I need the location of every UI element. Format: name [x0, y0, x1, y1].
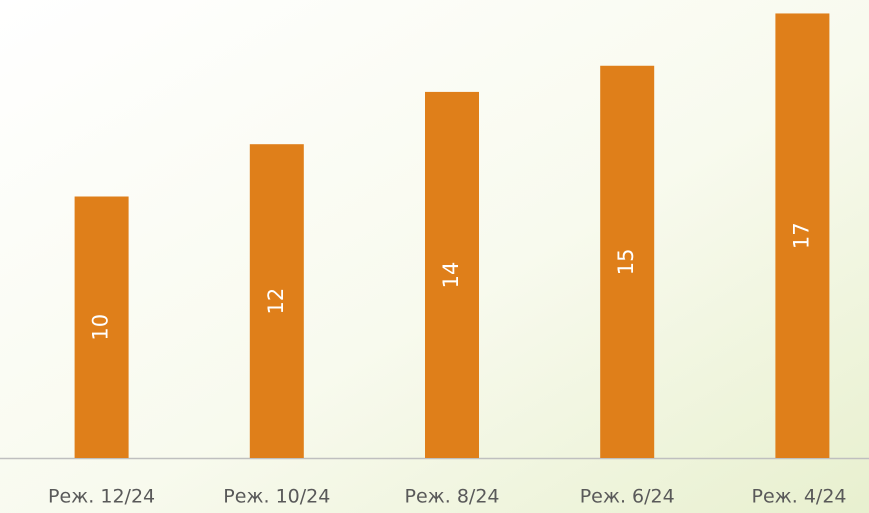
bar	[249, 144, 304, 458]
bar	[425, 91, 479, 458]
data-label: 14	[439, 262, 463, 289]
data-label: 10	[89, 314, 113, 341]
x-tick-label: Реж. 10/24	[223, 486, 330, 508]
bar	[775, 13, 830, 458]
x-tick-label: Реж. 6/24	[580, 486, 675, 508]
data-label: 17	[789, 222, 813, 249]
x-tick-label: Реж. 12/24	[48, 486, 155, 508]
bar	[74, 196, 129, 459]
data-label: 15	[614, 249, 638, 276]
data-label: 12	[264, 288, 288, 315]
x-tick-label: Реж. 4/24	[751, 486, 846, 508]
x-tick-label: Реж. 8/24	[404, 486, 499, 508]
bar	[600, 65, 655, 459]
